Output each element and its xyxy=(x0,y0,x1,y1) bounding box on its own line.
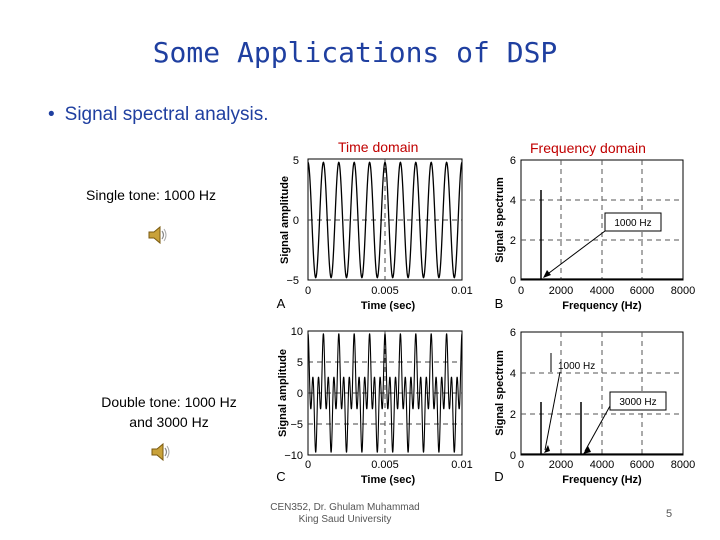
panel-c-ytick: 5 xyxy=(297,357,303,369)
single-tone-waveform xyxy=(307,161,463,279)
panel-c-xtick: 0.01 xyxy=(451,459,472,471)
panel-a-xlabel: Time (sec) xyxy=(361,300,416,312)
panel-c-letter: C xyxy=(276,469,285,484)
panel-b-ylabel: Signal spectrum xyxy=(494,177,506,263)
panel-a-ytick: 0 xyxy=(293,215,299,227)
panel-c-ytick: 10 xyxy=(291,326,303,338)
panel-d-ytick: 2 xyxy=(510,409,516,421)
double-tone-label: Double tone: 1000 Hz and 3000 Hz xyxy=(80,392,258,432)
panel-d-annotation-box xyxy=(609,391,667,411)
single-tone-label-line: Single tone: 1000 Hz xyxy=(86,187,216,203)
panel-c-xtick: 0 xyxy=(305,459,311,471)
panel-a-ylabel: Signal amplitude xyxy=(279,176,291,264)
panel-a-letter: A xyxy=(277,296,286,311)
panel-a-ytick: −5 xyxy=(286,275,299,287)
panel-b-letter: B xyxy=(495,296,504,311)
panel-d-arrowhead-2 xyxy=(583,446,591,454)
panel-c-ytick: 0 xyxy=(297,388,303,400)
panel-d-xtick: 4000 xyxy=(590,459,614,471)
panel-d-annotation-2: 3000 Hz xyxy=(619,397,656,408)
panel-b-xtick: 0 xyxy=(518,285,524,297)
double-tone-label-line-1: Double tone: 1000 Hz xyxy=(101,394,237,410)
panel-b-xtick: 4000 xyxy=(590,285,614,297)
panel-d-xtick: 0 xyxy=(518,459,524,471)
panel-c-xlabel: Time (sec) xyxy=(361,474,416,486)
double-tone-waveform xyxy=(307,333,463,453)
bullet-item: • Signal spectral analysis. xyxy=(48,104,268,126)
panel-b-ytick: 0 xyxy=(510,275,516,287)
panel-b-xtick: 8000 xyxy=(671,285,695,297)
panel-d-xtick: 2000 xyxy=(549,459,573,471)
panel-c-ytick: −5 xyxy=(290,419,303,431)
panel-a-xtick: 0.01 xyxy=(451,285,472,297)
panel-d-letter: D xyxy=(494,469,503,484)
panel-d-ytick: 0 xyxy=(510,450,516,462)
panel-c-ylabel: Signal amplitude xyxy=(277,349,289,437)
panel-d-ytick: 6 xyxy=(510,327,516,339)
page-number: 5 xyxy=(666,508,673,520)
panel-b-xtick: 6000 xyxy=(630,285,654,297)
panel-b-arrow xyxy=(544,230,606,277)
footer: CEN352, Dr. Ghulam Muhammad King Saud Un… xyxy=(270,502,420,526)
speaker-icon-double-tone[interactable] xyxy=(150,441,172,463)
footer-course: CEN352, Dr. Ghulam Muhammad xyxy=(270,502,420,513)
bullet-text: Signal spectral analysis. xyxy=(64,104,269,125)
panel-d-xtick: 8000 xyxy=(671,459,695,471)
panel-b-ytick: 4 xyxy=(510,195,516,207)
panel-d-annotation-1: 1000 Hz xyxy=(558,361,595,372)
panel-b-annotation-box xyxy=(604,212,662,232)
panel-b-ytick: 2 xyxy=(510,235,516,247)
panel-b-xlabel: Frequency (Hz) xyxy=(562,300,642,312)
footer-university: King Saud University xyxy=(298,514,392,525)
bullet-dot: • xyxy=(48,104,55,125)
panel-b-ytick: 6 xyxy=(510,155,516,167)
panel-d-ytick: 4 xyxy=(510,368,516,380)
panel-a-xtick: 0 xyxy=(305,285,311,297)
panel-c-xtick: 0.005 xyxy=(371,459,399,471)
panel-b-arrowhead xyxy=(543,270,551,278)
time-domain-header: Time domain xyxy=(338,139,419,155)
panel-a-ytick: 5 xyxy=(293,155,299,167)
panel-d-xtick: 6000 xyxy=(630,459,654,471)
speaker-icon-single-tone[interactable] xyxy=(147,224,169,246)
panel-d-arrowhead-1 xyxy=(544,445,550,453)
panel-a-xtick: 0.005 xyxy=(371,285,399,297)
panel-d-arrow-1 xyxy=(544,371,561,451)
panel-b-xtick: 2000 xyxy=(549,285,573,297)
panel-d-ylabel: Signal spectrum xyxy=(494,350,506,436)
panel-d-xlabel: Frequency (Hz) xyxy=(562,474,642,486)
single-tone-label: Single tone: 1000 Hz xyxy=(86,187,246,203)
double-tone-label-line-2: and 3000 Hz xyxy=(129,414,209,430)
panel-b-annotation: 1000 Hz xyxy=(614,218,651,229)
slide-title: Some Applications of DSP xyxy=(152,36,558,69)
panel-c-ytick: −10 xyxy=(284,450,303,462)
frequency-domain-header: Frequency domain xyxy=(530,140,646,156)
panel-d-arrow-2 xyxy=(584,405,611,452)
